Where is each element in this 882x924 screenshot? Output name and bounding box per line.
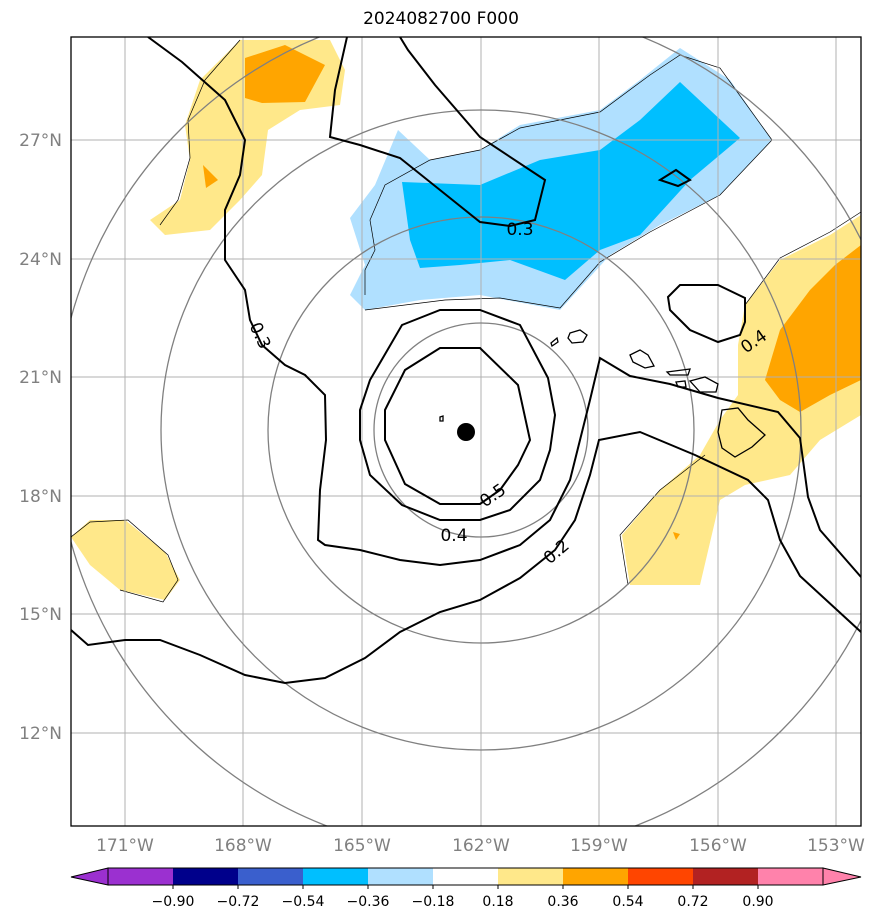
- lon-label: 156°W: [689, 836, 747, 856]
- island-kauai: [567, 329, 588, 344]
- lat-label: 27°N: [19, 131, 62, 151]
- colorbar: −0.90 −0.72 −0.54 −0.36 −0.18 0.18 0.36 …: [70, 867, 862, 910]
- colorbar-segment: [108, 868, 173, 885]
- lat-label: 15°N: [19, 605, 62, 625]
- map-layers: 0.3 0.3 0.4 0.5 0.4 0.2: [71, 37, 861, 826]
- island-niihau: [550, 336, 559, 348]
- colorbar-label: −0.54: [282, 894, 325, 910]
- lon-label: 159°W: [570, 836, 628, 856]
- latitude-labels: 27°N 24°N 21°N 18°N 15°N 12°N: [19, 131, 62, 744]
- colorbar-label: −0.72: [217, 894, 260, 910]
- orange-region-north: [245, 45, 325, 103]
- contour-label: 0.2: [540, 536, 574, 569]
- island-molokai: [665, 368, 691, 376]
- lat-label: 21°N: [19, 368, 62, 388]
- orange-region-small: [203, 165, 218, 188]
- colorbar-segment: [498, 868, 563, 885]
- colorbar-segment: [693, 868, 758, 885]
- longitude-labels: 171°W 168°W 165°W 162°W 159°W 156°W 153°…: [96, 836, 865, 856]
- island-maui: [688, 376, 719, 393]
- lat-label: 24°N: [19, 250, 62, 270]
- colorbar-segment: [433, 868, 498, 885]
- orange-region-dot: [673, 532, 680, 540]
- colorbar-label: 0.72: [677, 894, 708, 910]
- lon-label: 168°W: [214, 836, 272, 856]
- colorbar-label: −0.18: [412, 894, 455, 910]
- colorbar-extend-max: [822, 867, 862, 886]
- colorbar-label: 0.90: [742, 894, 773, 910]
- contour-label: 0.3: [506, 220, 533, 240]
- island-small: [439, 415, 444, 422]
- yellow-region-east: [622, 215, 861, 585]
- colorbar-extend-min: [70, 867, 109, 886]
- colorbar-label: 0.36: [547, 894, 578, 910]
- colorbar-segment: [628, 868, 693, 885]
- colorbar-segment: [368, 868, 433, 885]
- map-frame: [70, 36, 862, 827]
- blue-region: [402, 82, 740, 280]
- contour-label: 0.4: [440, 526, 467, 546]
- colorbar-label: 0.18: [482, 894, 513, 910]
- lon-label: 171°W: [96, 836, 154, 856]
- contours: [71, 37, 861, 685]
- colorbar-label: −0.36: [347, 894, 390, 910]
- colorbar-label: −0.90: [152, 894, 195, 910]
- shading-orange: [203, 45, 861, 540]
- lat-label: 12°N: [19, 724, 62, 744]
- colorbar-segment: [238, 868, 303, 885]
- colorbar-label: 0.54: [612, 894, 643, 910]
- colorbar-segment: [563, 868, 628, 885]
- colorbar-segment: [173, 868, 238, 885]
- lon-label: 162°W: [452, 836, 510, 856]
- lon-label: 153°W: [807, 836, 865, 856]
- shading-outlines: [71, 39, 861, 603]
- colorbar-segment: [758, 868, 823, 885]
- range-rings: [71, 37, 861, 826]
- map-title: 2024082700 F000: [363, 9, 519, 29]
- colorbar-segment: [303, 868, 368, 885]
- island-oahu: [629, 349, 655, 369]
- lat-label: 18°N: [19, 487, 62, 507]
- coastlines: [439, 329, 766, 458]
- storm-center-marker: [457, 423, 475, 441]
- island-hawaii: [717, 407, 766, 458]
- orange-region-east: [765, 245, 861, 412]
- shading-blue: [402, 82, 740, 280]
- lon-label: 165°W: [333, 836, 391, 856]
- contour-label: 0.3: [245, 319, 275, 352]
